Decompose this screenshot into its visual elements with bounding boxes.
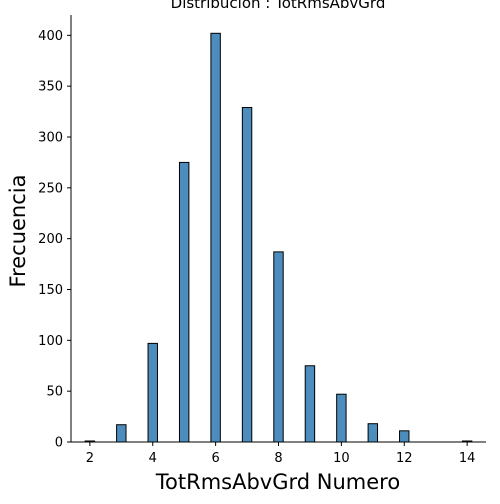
bar-10	[336, 393, 347, 443]
x-tick-label: 14	[459, 451, 476, 466]
bar-8	[273, 251, 284, 443]
y-tick-label: 150	[38, 283, 63, 298]
bar-4	[147, 342, 158, 443]
y-tick-label: 0	[55, 436, 63, 451]
y-tick-label: 400	[38, 29, 63, 44]
bar-12	[399, 430, 410, 443]
x-axis-label: TotRmsAbvGrd Numero	[155, 470, 400, 494]
y-tick-label: 300	[38, 131, 63, 146]
y-tick-label: 250	[38, 181, 63, 196]
x-tick-label: 6	[211, 451, 219, 466]
bar-11	[367, 423, 379, 443]
y-tick-label: 200	[38, 232, 63, 247]
y-axis: 0 50 100 150 200 250 300 350 400	[38, 15, 72, 451]
bar-7	[241, 107, 253, 443]
x-tick-label: 4	[149, 451, 157, 466]
bar-3	[116, 424, 127, 443]
bars-group	[84, 32, 473, 443]
y-tick-label: 100	[38, 334, 63, 349]
y-tick-label: 350	[38, 80, 63, 95]
x-tick-label: 10	[333, 451, 350, 466]
bar-9	[304, 365, 316, 443]
chart-title: Distribución : TotRmsAbvGrd	[171, 0, 386, 12]
bar-5	[178, 161, 190, 443]
y-tick-label: 50	[46, 385, 63, 400]
y-axis-label: Frecuencia	[6, 175, 30, 288]
x-tick-label: 2	[86, 451, 94, 466]
bar-6	[210, 32, 221, 443]
x-tick-label: 8	[274, 451, 282, 466]
x-axis: 2 4 6 8 10 12 14	[71, 441, 486, 466]
x-tick-label: 12	[396, 451, 413, 466]
